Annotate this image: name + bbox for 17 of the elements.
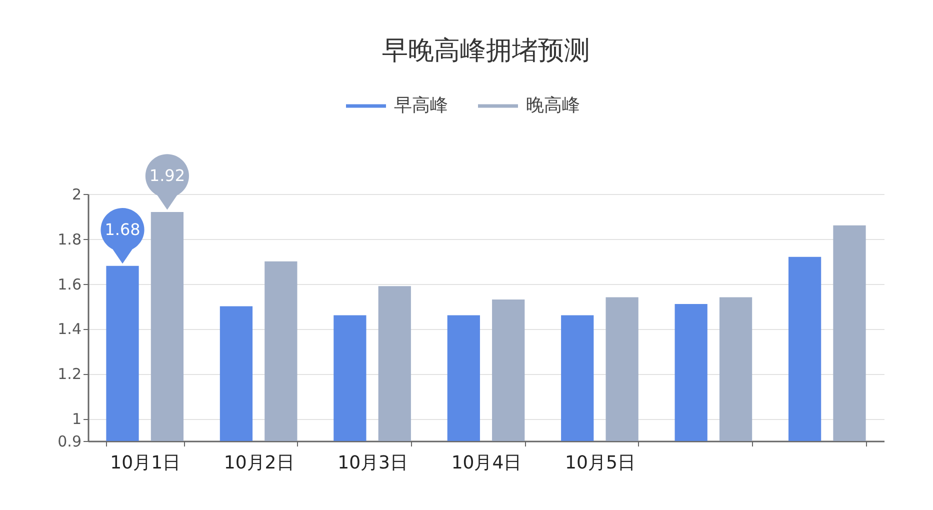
x-tick-label: 10月4日 [451, 452, 522, 474]
x-tick-label: 10月5日 [565, 452, 636, 474]
x-tick-label: 10月3日 [338, 452, 408, 474]
y-tick-label: 1.6 [58, 275, 82, 294]
legend-label: 早高峰 [394, 95, 448, 116]
x-tick-label: 10月2日 [224, 452, 294, 474]
y-tick-label: 1 [72, 410, 82, 428]
y-tick-label: 2 [72, 186, 82, 204]
data-label: 1.68 [104, 220, 140, 239]
y-tick-label: 0.9 [58, 432, 82, 450]
data-label: 1.92 [149, 166, 186, 185]
y-tick-label: 1.4 [58, 320, 82, 338]
x-tick-label: 10月1日 [110, 452, 181, 474]
y-tick-label: 1.2 [58, 365, 82, 384]
chart-title: 早晚高峰拥堵预测 [382, 36, 590, 66]
y-tick-label: 1.8 [58, 230, 82, 248]
legend-label: 晚高峰 [526, 95, 580, 116]
